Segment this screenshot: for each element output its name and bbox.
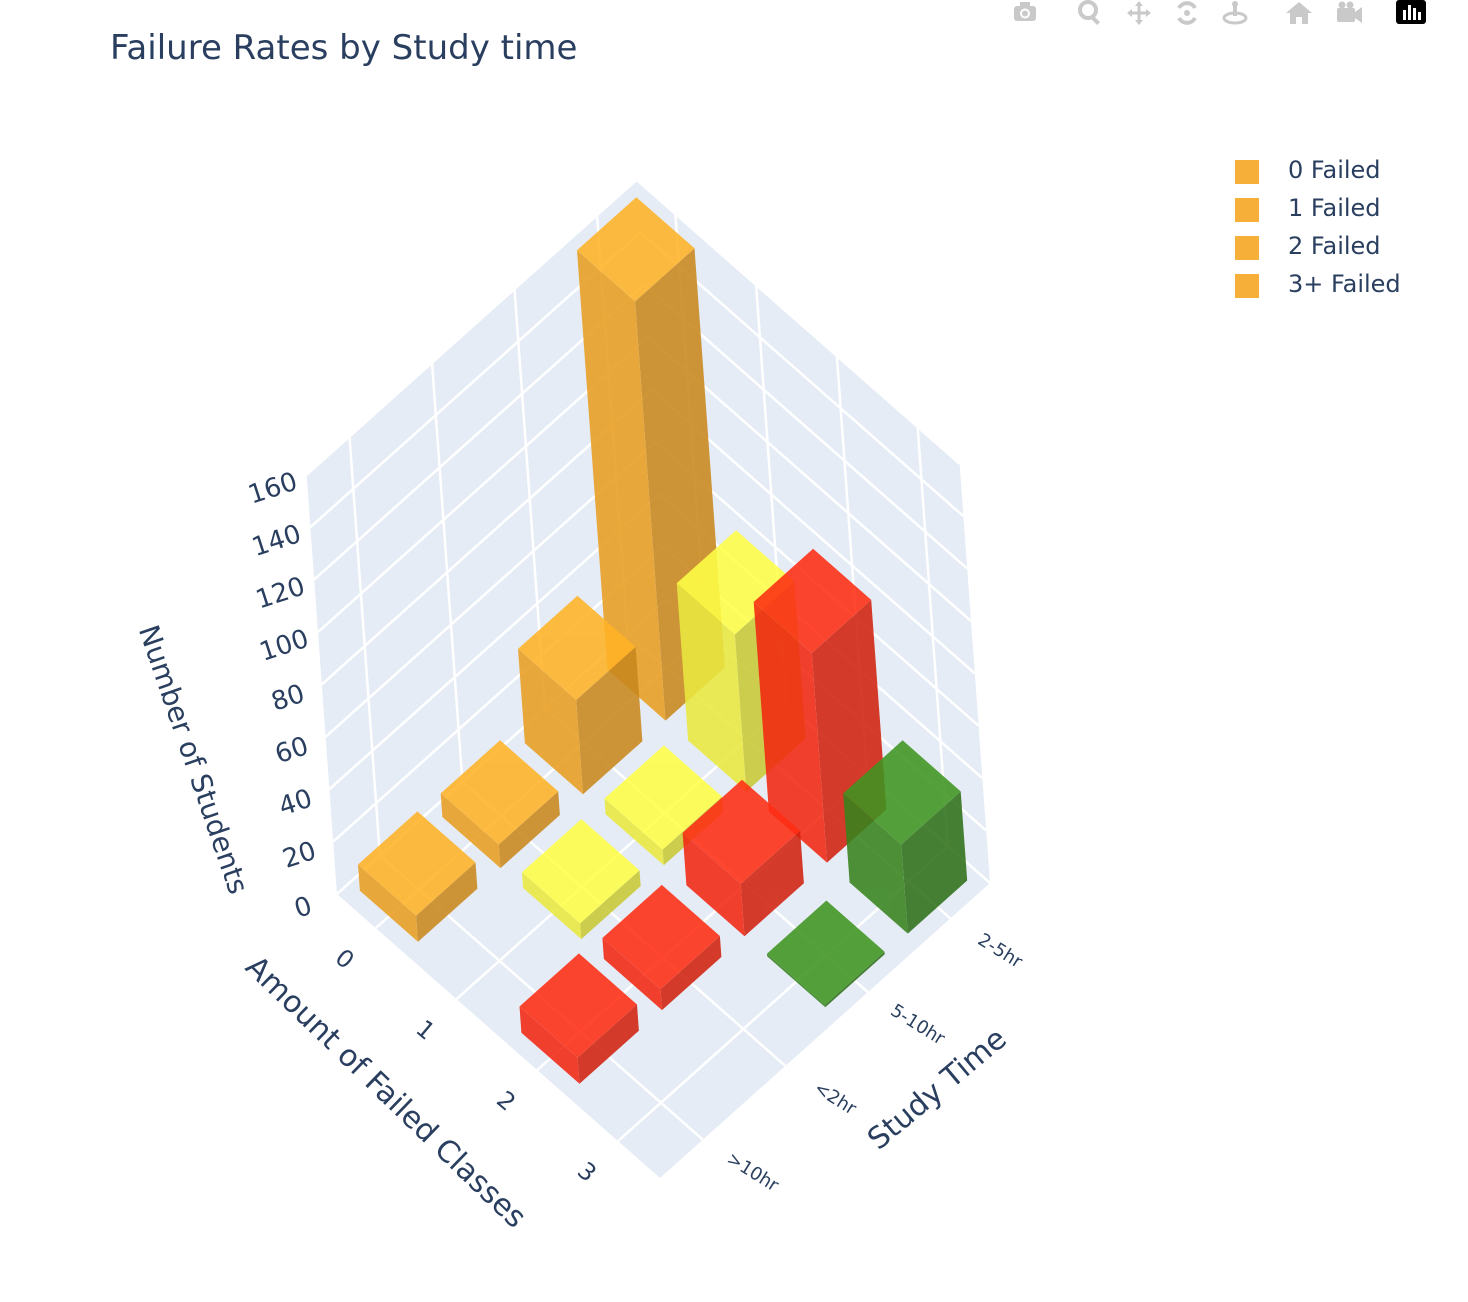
legend-item[interactable]: 3+ Failed xyxy=(1232,266,1452,304)
z-axis-title: Number of Students xyxy=(132,621,255,898)
bar-face xyxy=(753,548,872,653)
z-tick-label: 160 xyxy=(245,467,301,511)
x-tick-label: 1 xyxy=(411,1014,441,1045)
bar-face xyxy=(602,884,720,990)
bar-face xyxy=(825,951,885,1008)
legend-item[interactable]: 1 Failed xyxy=(1232,190,1452,228)
y-tick-label: <2hr xyxy=(810,1078,860,1120)
bar-face xyxy=(580,870,641,940)
bar-3d[interactable] xyxy=(358,811,478,942)
bar-face xyxy=(767,953,826,1008)
bar-face xyxy=(682,832,745,937)
z-tick-label: 100 xyxy=(256,624,312,668)
bar-face xyxy=(604,745,722,850)
legend-label: 0 Failed xyxy=(1288,156,1381,184)
bar-face xyxy=(676,530,795,635)
bar-face xyxy=(358,811,476,916)
bar-face xyxy=(498,791,560,869)
bar-face xyxy=(676,583,747,792)
bar-face xyxy=(518,595,636,700)
bar-face xyxy=(660,936,722,1011)
bar-face xyxy=(577,197,695,302)
bar-face xyxy=(753,601,827,863)
legend-swatch xyxy=(1235,198,1259,222)
bar-face xyxy=(522,819,640,924)
z-tick-label: 20 xyxy=(279,836,320,875)
bar-face xyxy=(519,953,637,1058)
bar-face xyxy=(901,791,968,934)
bar-face xyxy=(602,938,662,1011)
bar-3d[interactable] xyxy=(522,819,641,940)
gridline-z xyxy=(305,178,638,476)
bar-3d[interactable] xyxy=(767,900,885,1008)
orbit-rotation-icon[interactable] xyxy=(1172,0,1202,26)
bar-3d[interactable] xyxy=(518,595,643,795)
legend-swatch xyxy=(1235,274,1259,298)
bar-face xyxy=(358,864,418,942)
legend-item[interactable]: 0 Failed xyxy=(1232,152,1452,190)
bar-face xyxy=(577,1004,639,1084)
z-tick-label: 60 xyxy=(272,731,313,770)
gridline-z xyxy=(635,178,961,465)
bar-face xyxy=(522,872,582,940)
bar-face xyxy=(440,793,501,869)
save-camera-icon[interactable] xyxy=(1334,0,1364,26)
bar-3d[interactable] xyxy=(843,740,968,934)
zoom-icon[interactable] xyxy=(1076,0,1106,26)
bar-face xyxy=(843,740,961,845)
bar-face xyxy=(843,793,908,934)
camera-icon[interactable] xyxy=(1010,0,1040,26)
reset-camera-icon[interactable] xyxy=(1284,0,1314,26)
legend-label: 1 Failed xyxy=(1288,194,1381,222)
bar-face xyxy=(519,1006,580,1084)
bar-3d[interactable] xyxy=(682,779,804,937)
x-tick-label: 3 xyxy=(572,1156,602,1187)
z-tick-label: 40 xyxy=(275,784,316,823)
y-tick-label: 2-5hr xyxy=(974,929,1027,973)
legend-item[interactable]: 2 Failed xyxy=(1232,228,1452,266)
legend-swatch xyxy=(1235,236,1259,260)
chart-title: Failure Rates by Study time xyxy=(110,28,578,68)
gridline-wall xyxy=(430,362,464,782)
legend-swatch xyxy=(1235,160,1259,184)
pan-icon[interactable] xyxy=(1124,0,1154,26)
z-tick-label: 140 xyxy=(248,519,304,563)
gridline-wall xyxy=(348,436,382,856)
bar-face xyxy=(577,250,666,721)
modebar xyxy=(1000,0,1440,26)
bar-face xyxy=(604,798,664,866)
z-tick-label: 0 xyxy=(291,891,316,925)
plotly-logo-icon[interactable] xyxy=(1396,0,1426,26)
x-tick-label: 0 xyxy=(330,943,360,974)
bar-face xyxy=(440,740,559,845)
bar-3d[interactable] xyxy=(519,953,639,1084)
legend-label: 2 Failed xyxy=(1288,232,1381,260)
bar-3d[interactable] xyxy=(602,884,722,1011)
x-tick-label: 2 xyxy=(491,1085,521,1116)
bar-face xyxy=(682,779,801,884)
y-tick-label: >10hr xyxy=(723,1148,783,1196)
z-tick-label: 120 xyxy=(252,572,308,616)
bar-face xyxy=(740,830,804,937)
bar-face xyxy=(518,648,583,795)
legend: 0 Failed 1 Failed 2 Failed 3+ Failed xyxy=(1232,152,1452,304)
y-tick-label: 5-10hr xyxy=(887,1000,949,1050)
bar-face xyxy=(767,900,885,1005)
bar-face xyxy=(576,646,643,795)
turntable-rotation-icon[interactable] xyxy=(1220,0,1250,26)
z-tick-label: 80 xyxy=(268,679,309,718)
legend-label: 3+ Failed xyxy=(1288,270,1401,298)
bar-face xyxy=(416,862,478,942)
bar-3d[interactable] xyxy=(440,740,560,869)
